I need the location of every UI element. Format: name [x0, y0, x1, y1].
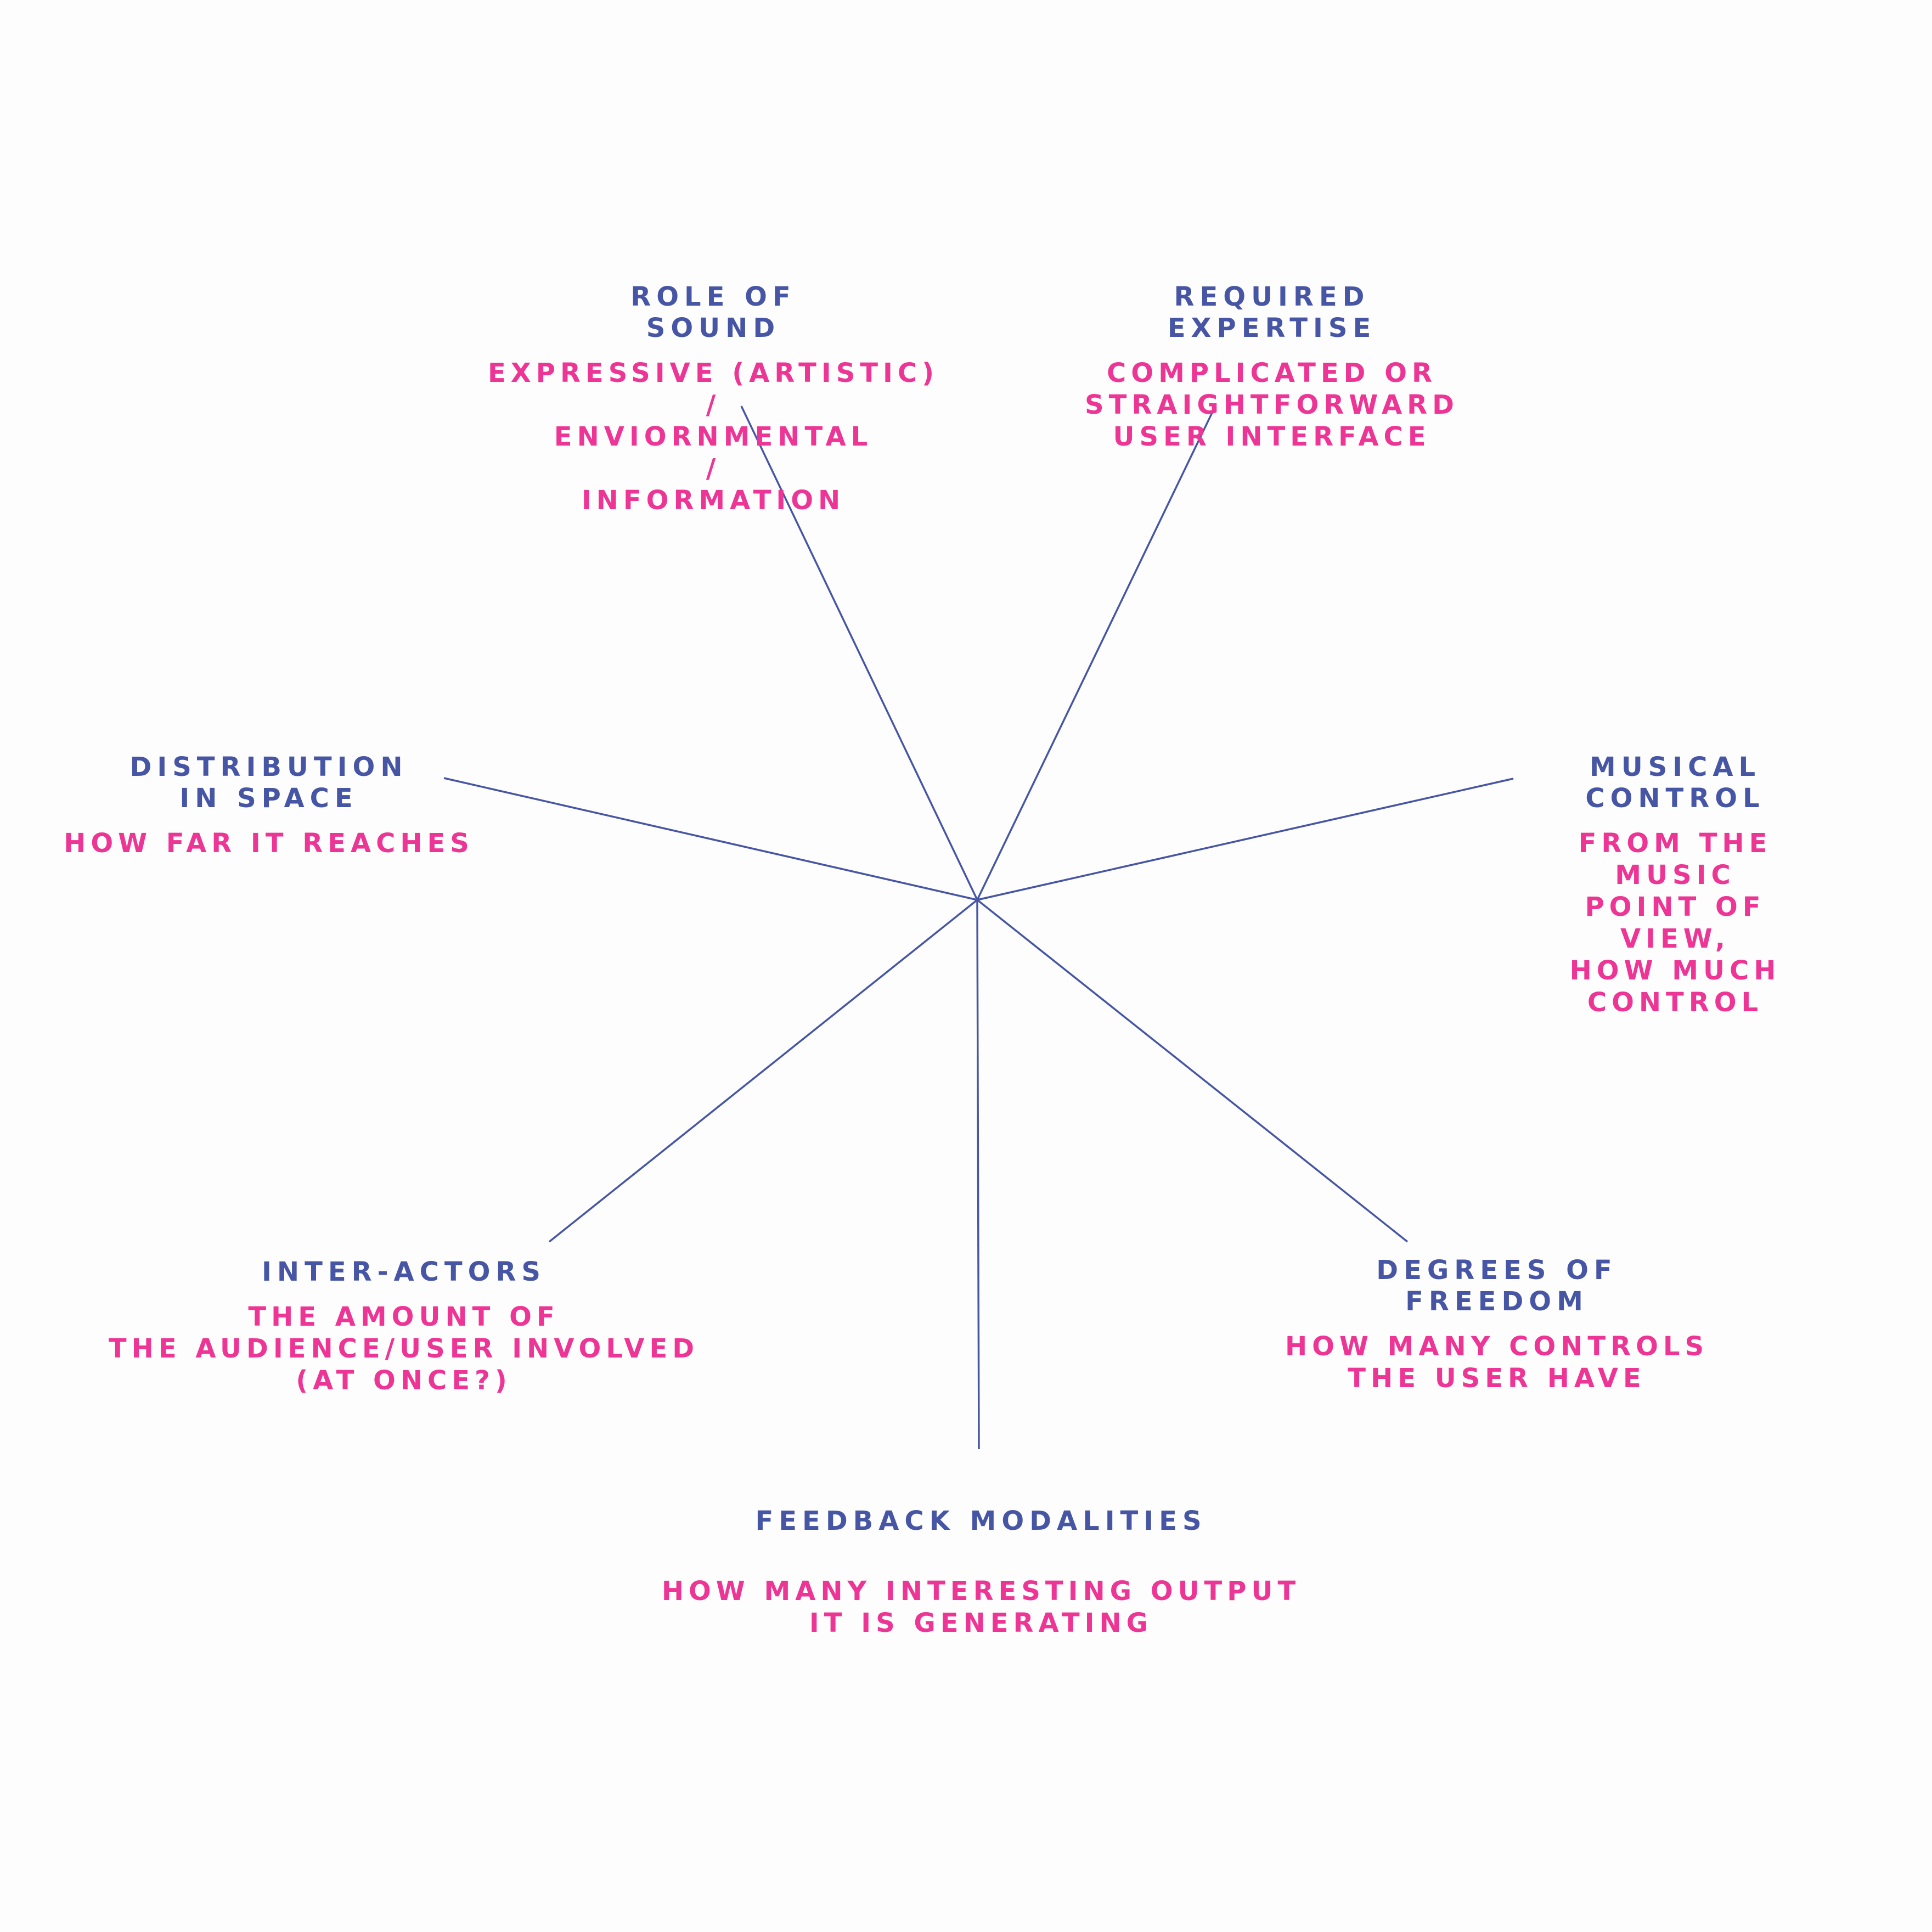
axis-label-inter-actors: INTER-ACTORS THE AMOUNT OF THE AUDIENCE/… — [109, 1257, 699, 1396]
axis-description-inter-actors: THE AMOUNT OF THE AUDIENCE/USER INVOLVED… — [108, 1302, 700, 1396]
axis-lines — [443, 405, 1514, 1450]
axis-description-role-of-sound: EXPRESSIVE (ARTISTIC) / ENVIORNMENTAL / … — [487, 358, 939, 516]
axis-description-distribution-in-space: HOW FAR IT REACHES — [64, 828, 474, 859]
axis-line-inter-actors — [548, 899, 978, 1243]
axis-title-distribution-in-space: DISTRIBUTION IN SPACE — [129, 752, 408, 814]
axis-label-role-of-sound: ROLE OF SOUND EXPRESSIVE (ARTISTIC) / EN… — [488, 281, 939, 516]
axis-title-feedback-modalities: FEEDBACK MODALITIES — [755, 1506, 1207, 1536]
axis-line-musical-control — [977, 778, 1514, 901]
axis-label-required-expertise: REQUIRED EXPERTISE COMPLICATED OR STRAIG… — [1085, 281, 1459, 453]
axis-label-musical-control: MUSICAL CONTROL FROM THE MUSIC POINT OF … — [1547, 752, 1804, 1018]
axis-description-required-expertise: COMPLICATED OR STRAIGHTFORWARD USER INTE… — [1085, 358, 1459, 452]
axis-description-musical-control: FROM THE MUSIC POINT OF VIEW, HOW MUCH C… — [1569, 828, 1781, 1018]
axis-label-distribution-in-space: DISTRIBUTION IN SPACE HOW FAR IT REACHES — [64, 752, 474, 859]
axis-line-role-of-sound — [740, 405, 978, 900]
axis-title-inter-actors: INTER-ACTORS — [262, 1257, 546, 1287]
axis-line-degrees-of-freedom — [976, 899, 1409, 1243]
axis-title-role-of-sound: ROLE OF SOUND — [630, 281, 796, 343]
axis-line-distribution-in-space — [443, 777, 978, 901]
axis-line-required-expertise — [976, 409, 1215, 900]
axis-line-feedback-modalities — [976, 899, 980, 1450]
axis-description-feedback-modalities: HOW MANY INTERESTING OUTPUT IT IS GENERA… — [661, 1576, 1301, 1638]
axis-description-degrees-of-freedom: HOW MANY CONTROLS THE USER HAVE — [1285, 1331, 1709, 1394]
axis-title-degrees-of-freedom: DEGREES OF FREEDOM — [1376, 1255, 1618, 1317]
axis-title-musical-control: MUSICAL CONTROL — [1585, 752, 1765, 814]
axis-label-degrees-of-freedom: DEGREES OF FREEDOM HOW MANY CONTROLS THE… — [1285, 1255, 1709, 1394]
axis-label-feedback-modalities: FEEDBACK MODALITIES HOW MANY INTERESTING… — [662, 1506, 1300, 1639]
axis-title-required-expertise: REQUIRED EXPERTISE — [1167, 281, 1377, 343]
